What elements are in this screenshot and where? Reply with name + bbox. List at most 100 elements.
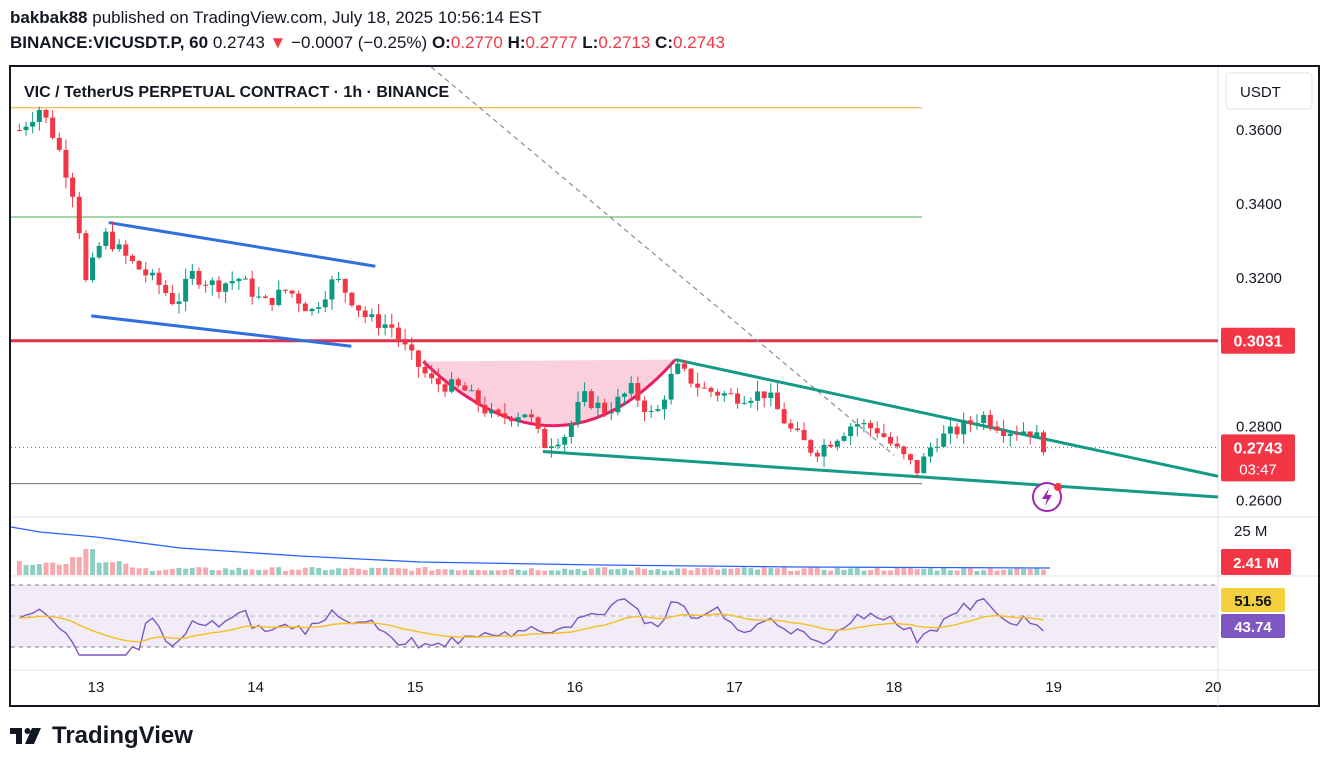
volume-bar xyxy=(455,570,461,575)
candle-body xyxy=(794,428,800,430)
volume-bar xyxy=(502,569,508,575)
volume-bar xyxy=(369,567,375,575)
volume-bar xyxy=(469,569,475,575)
volume-bar xyxy=(163,569,169,575)
lightning-icon-bolt xyxy=(1042,488,1052,506)
volume-bar xyxy=(854,567,860,575)
candle-body xyxy=(129,255,135,262)
candle-body xyxy=(981,414,987,423)
candle-body xyxy=(841,436,847,441)
candle-body xyxy=(808,440,814,453)
volume-bar xyxy=(721,568,727,575)
candle-body xyxy=(967,420,973,424)
volume-bar xyxy=(934,570,940,575)
tradingview-logo[interactable]: TradingView xyxy=(10,722,193,750)
candle-body xyxy=(296,293,302,304)
volume-bar xyxy=(223,568,229,575)
candle-body xyxy=(302,303,308,312)
volume-bar xyxy=(362,569,368,575)
volume-bar xyxy=(169,568,175,575)
x-tick-label: 20 xyxy=(1205,679,1222,696)
volume-bar xyxy=(329,569,335,575)
candle-body xyxy=(894,443,900,447)
volume-bar xyxy=(967,568,973,575)
volume-bar xyxy=(535,570,541,575)
candle-body xyxy=(788,423,794,429)
candle-body xyxy=(661,399,667,410)
candle-body xyxy=(588,391,594,409)
candle-body xyxy=(415,350,421,367)
volume-bar xyxy=(641,568,647,575)
volume-bar xyxy=(648,570,654,575)
candle-body xyxy=(602,402,608,414)
candle-body xyxy=(907,454,913,460)
volume-bar xyxy=(668,570,674,575)
volume-bar xyxy=(196,567,202,575)
candle-body xyxy=(395,327,401,340)
candle-body xyxy=(70,177,76,197)
volume-bar xyxy=(50,562,56,575)
lightning-icon[interactable] xyxy=(1032,482,1062,512)
volume-bar xyxy=(848,568,854,575)
candle-body xyxy=(196,270,202,285)
candle-body xyxy=(169,293,175,304)
volume-bar xyxy=(23,564,29,575)
cup-curve xyxy=(422,358,677,428)
volume-bar xyxy=(801,568,807,575)
candle-body xyxy=(1034,432,1040,436)
volume-bar xyxy=(116,561,122,575)
volume-bar xyxy=(96,562,102,575)
tradingview-logo-icon xyxy=(10,728,41,744)
volume-bar xyxy=(728,568,734,575)
volume-bar xyxy=(914,569,920,575)
candle-body xyxy=(888,436,894,444)
rsi-value-box xyxy=(1221,614,1285,638)
volume-bar xyxy=(143,568,149,575)
volume-bar xyxy=(874,567,880,575)
volume-bar xyxy=(661,570,667,575)
volume-bar xyxy=(249,569,255,575)
candle-body xyxy=(282,289,288,291)
candles-group xyxy=(16,106,1046,479)
author-name[interactable]: bakbak88 xyxy=(10,8,88,27)
volume-bar xyxy=(622,568,628,575)
candle-body xyxy=(316,307,322,309)
x-tick-label: 18 xyxy=(886,679,903,696)
price-change: −0.0007 (−0.25%) xyxy=(291,33,428,52)
volume-bar xyxy=(688,570,694,575)
volume-bar xyxy=(429,570,435,575)
candle-body xyxy=(748,400,754,403)
candle-body xyxy=(515,417,521,422)
volume-ma-line xyxy=(10,526,1051,569)
volume-bar xyxy=(761,567,767,575)
volume-group xyxy=(16,549,1046,575)
candle-body xyxy=(821,444,827,457)
rsi-line xyxy=(19,597,1044,656)
volume-bar xyxy=(1007,569,1013,575)
volume-bar xyxy=(409,570,415,575)
candle-body xyxy=(522,414,528,418)
published-text: published on TradingView.com, July 18, 2… xyxy=(92,8,542,27)
channel-lower-line xyxy=(91,314,352,348)
candle-body xyxy=(475,390,481,405)
y-tick-label: 0.3600 xyxy=(1236,122,1282,139)
volume-bar xyxy=(582,570,588,575)
candle-body xyxy=(954,426,960,435)
candle-body xyxy=(236,278,242,282)
candle-body xyxy=(229,281,235,284)
candle-body xyxy=(994,426,1000,431)
candle-body xyxy=(595,402,601,409)
volume-bar xyxy=(402,568,408,575)
volume-bar xyxy=(296,569,302,575)
rsi-ma-line xyxy=(19,613,1044,643)
y-tick-label: 0.3200 xyxy=(1236,270,1282,287)
volume-bar xyxy=(555,570,561,575)
volume-bar xyxy=(868,570,874,575)
currency-button xyxy=(1225,72,1313,110)
symbol-name[interactable]: BINANCE:VICUSDT.P, 60 xyxy=(10,33,209,52)
candle-body xyxy=(774,392,780,410)
volume-bar xyxy=(375,567,381,575)
candle-body xyxy=(429,373,435,379)
candle-body xyxy=(462,385,468,391)
